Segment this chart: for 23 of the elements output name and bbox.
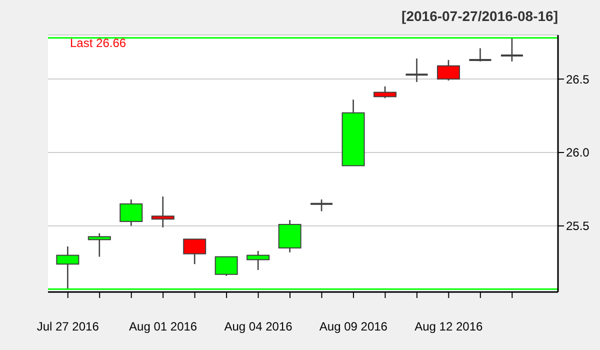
candlestick (436, 59, 460, 82)
candlestick (374, 86, 397, 99)
x-tick-label: Aug 04 2016 (224, 320, 293, 334)
y-tick-label: 26.5 (566, 72, 590, 86)
candlestick (88, 232, 111, 258)
candlestick (404, 58, 429, 83)
candlestick (151, 196, 174, 228)
candlestick (246, 250, 270, 271)
candlestick (183, 238, 206, 265)
y-tick-label: 25.5 (566, 219, 590, 234)
annotation: Last 26.66 (70, 36, 126, 50)
candlestick (214, 256, 238, 276)
y-tick-label: 26.0 (566, 146, 590, 160)
x-tick-label: Aug 09 2016 (319, 320, 388, 334)
candlestick (278, 219, 302, 253)
chart-title: [2016-07-27/2016-08-16] (402, 8, 558, 24)
candlestick (468, 48, 492, 62)
x-tick-label: Jul 27 2016 (36, 320, 100, 334)
candlestick (310, 198, 334, 212)
candlestick (500, 37, 524, 62)
x-tick-label: Aug 12 2016 (414, 320, 484, 334)
candlestick (120, 198, 143, 227)
x-tick-label: Aug 01 2016 (129, 320, 198, 334)
